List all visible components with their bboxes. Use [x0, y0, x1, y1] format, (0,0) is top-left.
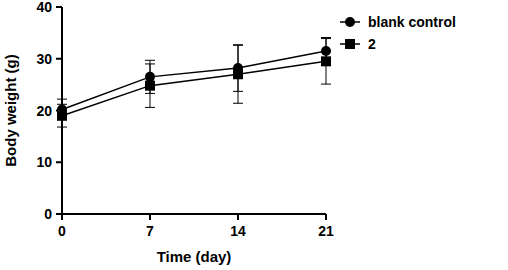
y-tick-label: 20	[36, 103, 52, 119]
y-tick	[56, 161, 62, 163]
legend-marker	[345, 39, 355, 49]
y-tick	[56, 58, 62, 60]
legend-label: 2	[368, 36, 376, 52]
y-tick-label: 30	[36, 51, 52, 67]
error-bar	[233, 45, 243, 103]
error-bar	[321, 39, 331, 85]
legend-label: blank control	[368, 14, 456, 30]
y-tick-label: 0	[44, 206, 52, 222]
x-tick	[325, 214, 327, 220]
data-point	[321, 56, 331, 66]
x-axis	[61, 213, 326, 215]
error-bar	[57, 104, 67, 127]
x-tick-label: 14	[230, 223, 246, 239]
data-point	[233, 69, 243, 79]
y-axis-label: Body weight (g)	[2, 54, 19, 167]
plot-area	[57, 38, 331, 128]
legend-entry: 2	[340, 36, 376, 52]
x-tick-label: 7	[146, 223, 154, 239]
error-bar	[145, 64, 155, 107]
y-tick-label: 40	[36, 0, 52, 15]
x-tick-label: 0	[58, 223, 66, 239]
data-point	[145, 81, 155, 91]
legend-entry: blank control	[340, 14, 456, 30]
x-tick	[237, 214, 239, 220]
x-tick-label: 21	[318, 223, 334, 239]
y-tick	[56, 6, 62, 8]
x-axis-label: Time (day)	[157, 248, 232, 265]
y-tick-label: 10	[36, 154, 52, 170]
legend-marker	[345, 17, 355, 27]
x-tick	[149, 214, 151, 220]
x-tick	[61, 214, 63, 220]
series	[57, 39, 331, 127]
chart: 0 10 20 30 40 0 7 14 21 Time (day) Body weight (g)…	[0, 0, 508, 270]
series	[57, 38, 331, 120]
data-point	[57, 111, 67, 121]
series-line	[62, 61, 326, 115]
